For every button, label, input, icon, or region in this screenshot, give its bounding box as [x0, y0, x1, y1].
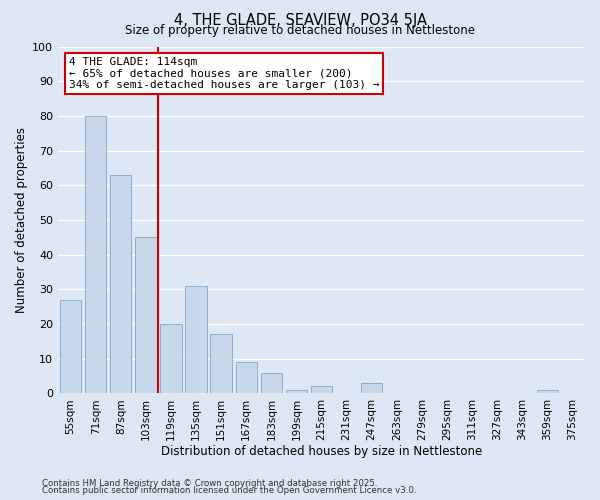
Text: Size of property relative to detached houses in Nettlestone: Size of property relative to detached ho… [125, 24, 475, 37]
Text: Contains public sector information licensed under the Open Government Licence v3: Contains public sector information licen… [42, 486, 416, 495]
Bar [85, 116, 106, 394]
Text: Contains HM Land Registry data © Crown copyright and database right 2025.: Contains HM Land Registry data © Crown c… [42, 478, 377, 488]
Bar [311, 386, 332, 394]
Text: 4, THE GLADE, SEAVIEW, PO34 5JA: 4, THE GLADE, SEAVIEW, PO34 5JA [173, 12, 427, 28]
Bar [110, 175, 131, 394]
Bar [160, 324, 182, 394]
Bar [185, 286, 207, 394]
Bar [236, 362, 257, 394]
Y-axis label: Number of detached properties: Number of detached properties [15, 127, 28, 313]
Bar [135, 238, 157, 394]
Text: 4 THE GLADE: 114sqm
← 65% of detached houses are smaller (200)
34% of semi-detac: 4 THE GLADE: 114sqm ← 65% of detached ho… [68, 57, 379, 90]
Bar [260, 372, 282, 394]
Bar [286, 390, 307, 394]
Bar [60, 300, 81, 394]
X-axis label: Distribution of detached houses by size in Nettlestone: Distribution of detached houses by size … [161, 444, 482, 458]
Bar [536, 390, 558, 394]
Bar [211, 334, 232, 394]
Bar [361, 383, 382, 394]
